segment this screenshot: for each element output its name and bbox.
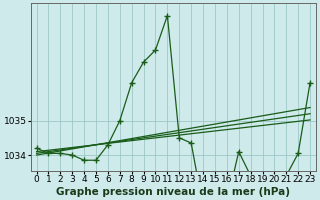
- X-axis label: Graphe pression niveau de la mer (hPa): Graphe pression niveau de la mer (hPa): [56, 187, 290, 197]
